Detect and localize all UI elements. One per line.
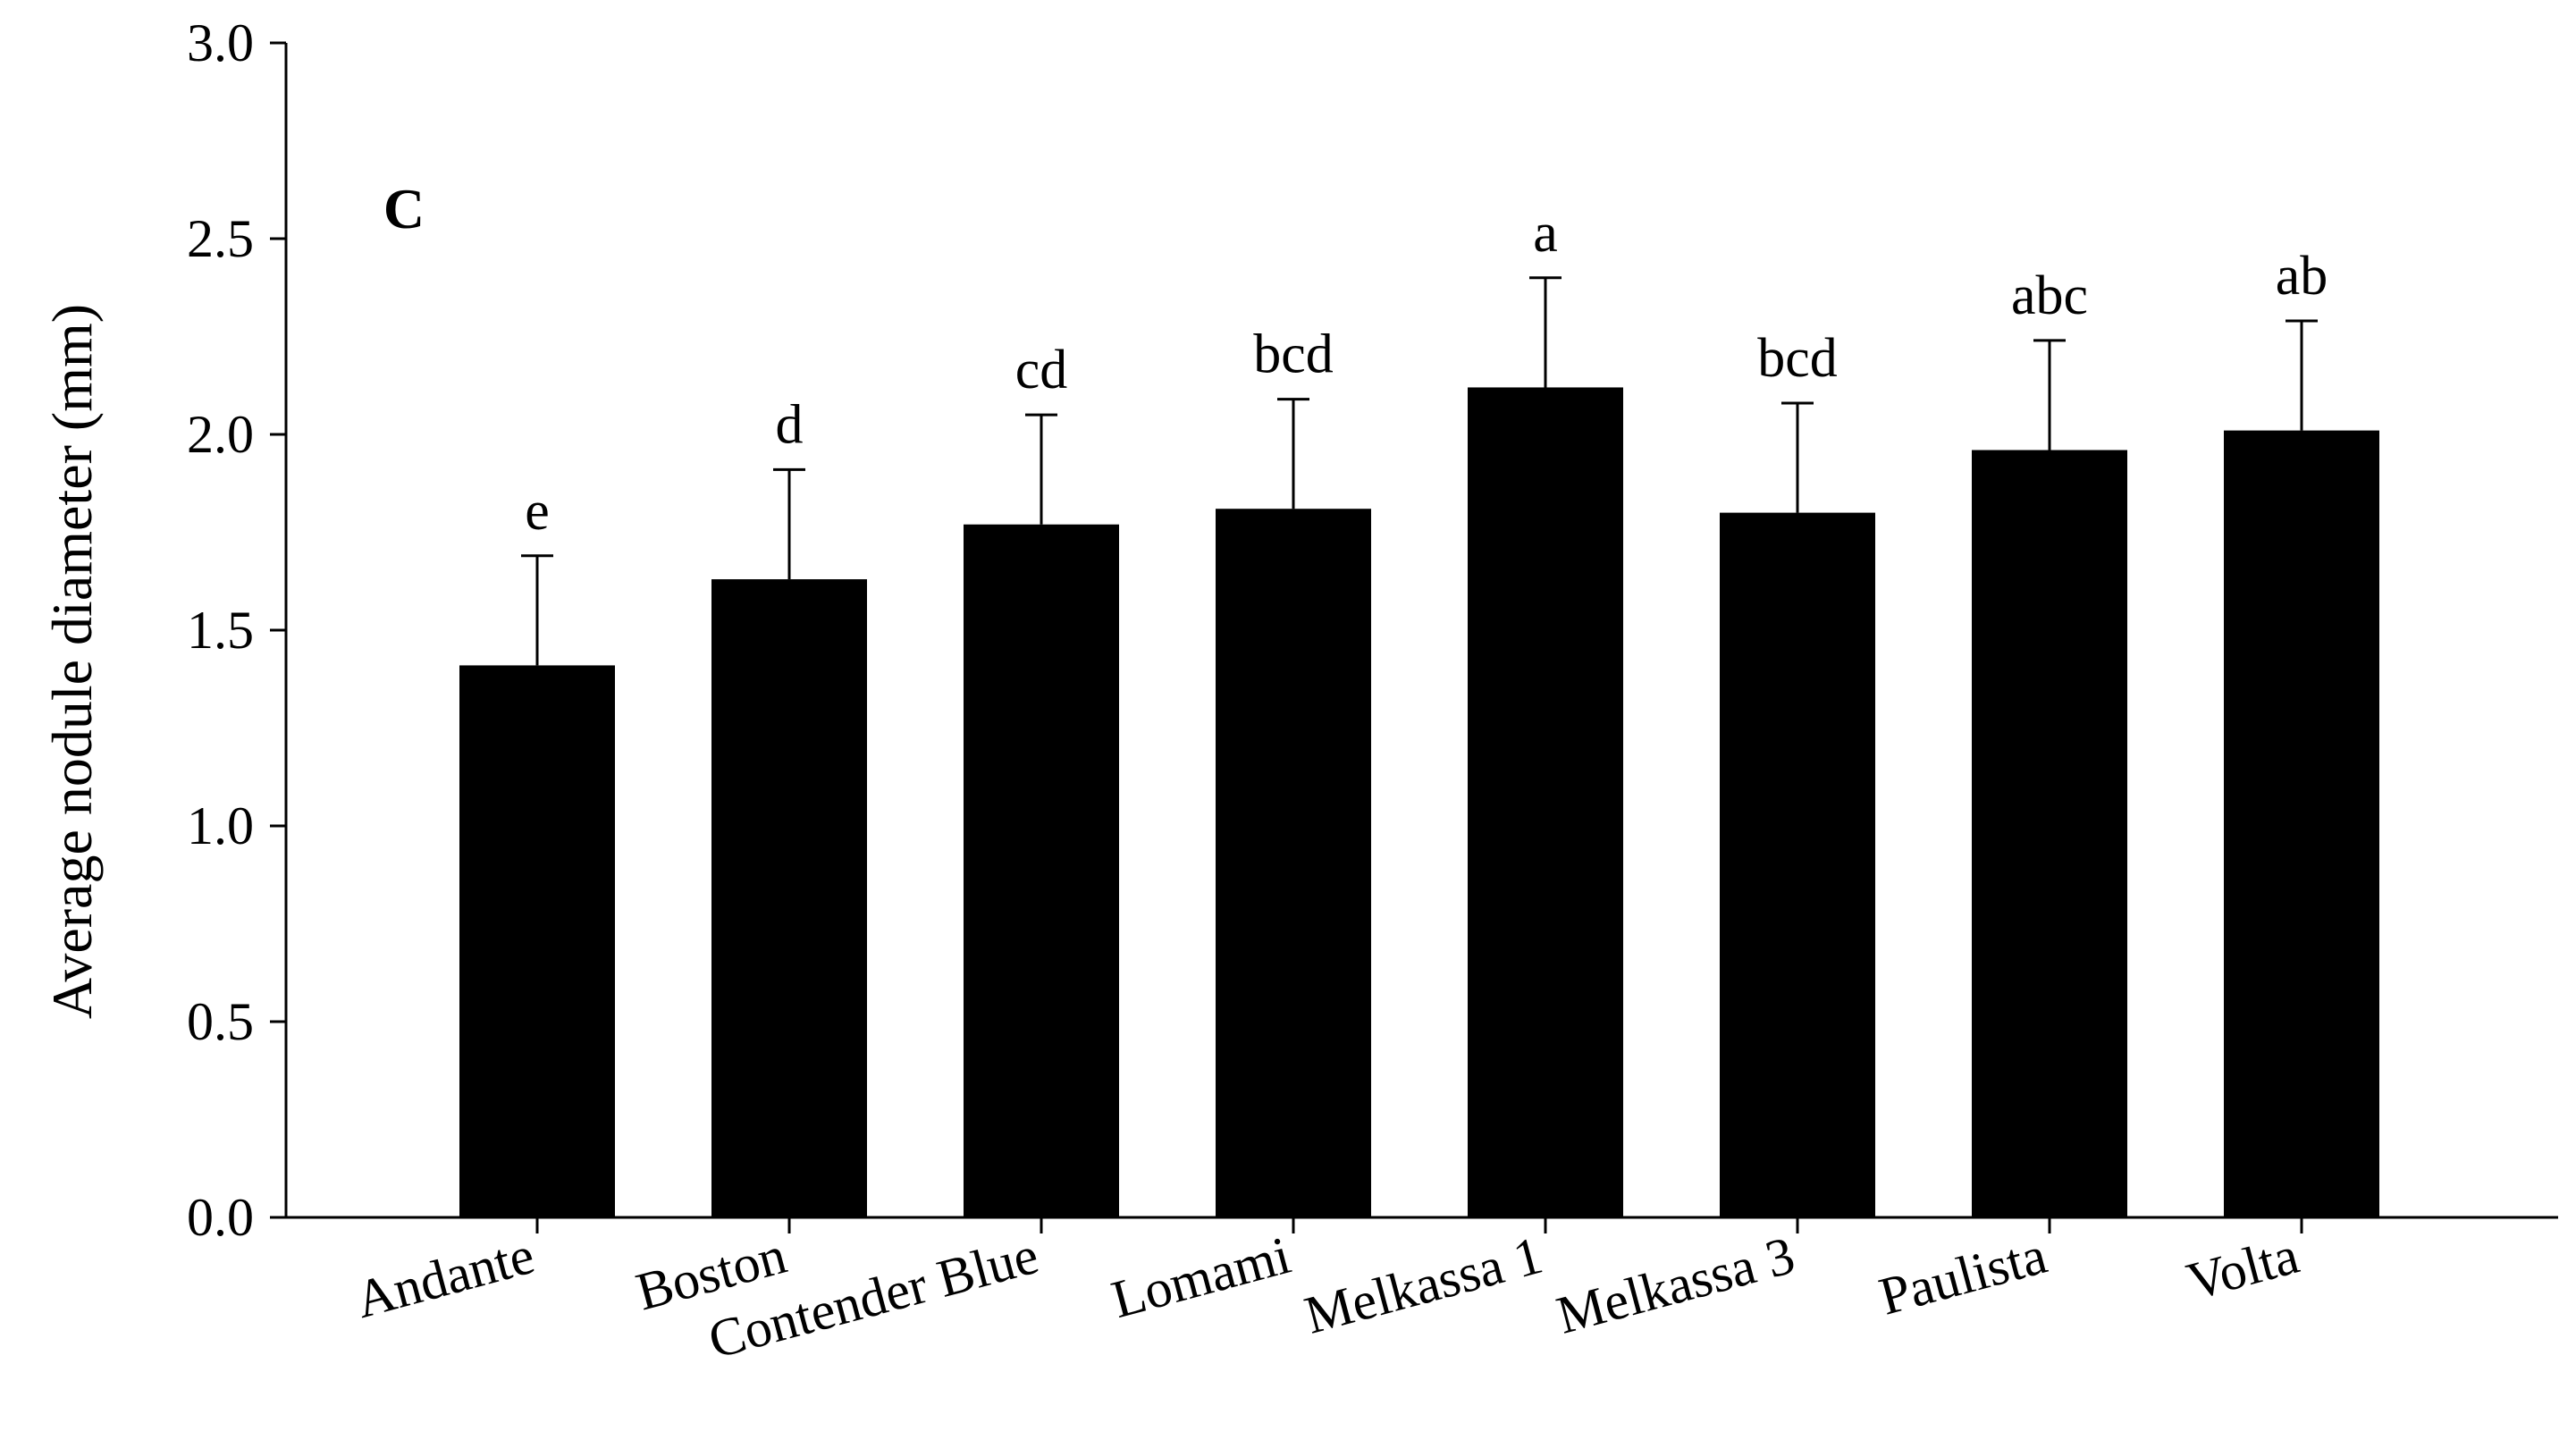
y-tick-label: 1.0 bbox=[187, 796, 254, 855]
bar bbox=[1468, 387, 1623, 1217]
significance-letter: bcd bbox=[1253, 324, 1334, 385]
y-tick-label: 2.0 bbox=[187, 405, 254, 464]
y-tick-label: 0.5 bbox=[187, 992, 254, 1051]
x-tick-label: Lomami bbox=[1106, 1225, 1296, 1329]
significance-letter: d bbox=[776, 394, 804, 455]
y-tick-label: 3.0 bbox=[187, 13, 254, 72]
bar bbox=[711, 579, 867, 1217]
significance-letters-group: e d cd bcd a bcd abc ab bbox=[525, 203, 2328, 542]
significance-letter: abc bbox=[2011, 265, 2088, 326]
x-tick-label: Melkassa 1 bbox=[1299, 1225, 1548, 1345]
y-axis-ticks: 0.0 0.5 1.0 1.5 2.0 2.5 3.0 bbox=[187, 13, 286, 1247]
x-tick-label: Melkassa 3 bbox=[1551, 1225, 1800, 1345]
significance-letter: a bbox=[1533, 203, 1558, 264]
significance-letter: bcd bbox=[1757, 328, 1838, 389]
y-tick-label: 2.5 bbox=[187, 209, 254, 268]
x-tick-label: Paulista bbox=[1873, 1225, 2053, 1326]
bar bbox=[1972, 450, 2127, 1217]
x-tick-label: Volta bbox=[2181, 1225, 2304, 1311]
x-tick-label: Andante bbox=[349, 1225, 540, 1329]
bar bbox=[459, 665, 615, 1217]
y-axis-label: Average nodule diameter (mm) bbox=[40, 304, 104, 1019]
significance-letter: e bbox=[525, 481, 550, 542]
bar bbox=[964, 524, 1119, 1217]
bars-group bbox=[459, 387, 2379, 1217]
panel-label: C bbox=[383, 177, 425, 240]
significance-letter: ab bbox=[2276, 246, 2328, 307]
y-tick-label: 0.0 bbox=[187, 1188, 254, 1247]
significance-letter: cd bbox=[1015, 340, 1068, 400]
bar bbox=[2224, 430, 2379, 1217]
y-tick-label: 1.5 bbox=[187, 601, 254, 660]
error-bars-group bbox=[521, 276, 2318, 666]
bar bbox=[1720, 512, 1875, 1217]
bar bbox=[1216, 509, 1371, 1217]
